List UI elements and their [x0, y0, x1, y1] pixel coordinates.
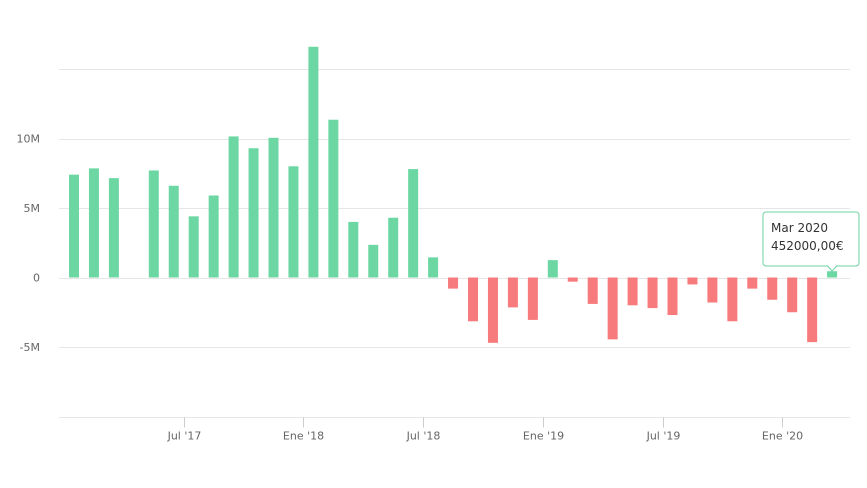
bar[interactable]	[547, 260, 558, 278]
bar[interactable]	[827, 271, 838, 278]
x-tick-label: Ene '18	[283, 430, 324, 443]
x-tick-label: Jul '18	[406, 430, 441, 443]
bar[interactable]	[268, 137, 279, 278]
bar[interactable]	[727, 277, 738, 322]
y-tick-label: 0	[33, 272, 40, 285]
bar[interactable]	[328, 119, 339, 278]
y-tick-label: 10M	[17, 133, 41, 146]
bar[interactable]	[687, 277, 698, 285]
bar[interactable]	[348, 221, 359, 278]
bar[interactable]	[767, 277, 778, 300]
bar[interactable]	[288, 166, 299, 278]
bar[interactable]	[647, 277, 658, 309]
bar[interactable]	[69, 174, 79, 278]
bar[interactable]	[428, 257, 439, 278]
x-tick-label: Jul '19	[646, 430, 681, 443]
bar[interactable]	[587, 277, 598, 304]
bar[interactable]	[368, 244, 379, 278]
y-tick-label: 5M	[24, 202, 41, 215]
bar[interactable]	[787, 277, 798, 313]
bar[interactable]	[527, 277, 538, 320]
y-axis-tick-labels: -5M 0 5M 10M	[17, 133, 41, 355]
bar[interactable]	[468, 277, 478, 322]
bar[interactable]	[667, 277, 678, 316]
bar[interactable]	[168, 185, 179, 278]
tooltip-box	[762, 211, 860, 267]
bar[interactable]	[707, 277, 718, 303]
tooltip: Mar 2020 452000,00€	[762, 211, 860, 272]
bar[interactable]	[188, 216, 199, 278]
bar[interactable]	[88, 168, 99, 278]
bar[interactable]	[208, 195, 219, 278]
tooltip-pointer	[826, 265, 838, 272]
bar[interactable]	[388, 217, 399, 278]
x-tick-label: Ene '20	[762, 430, 803, 443]
bar[interactable]	[807, 277, 818, 343]
bar[interactable]	[487, 277, 498, 343]
bar[interactable]	[408, 169, 419, 278]
bars	[69, 46, 838, 343]
bar[interactable]	[607, 277, 618, 340]
bar[interactable]	[507, 277, 518, 308]
bar[interactable]	[148, 170, 159, 278]
bar[interactable]	[228, 136, 239, 278]
bar[interactable]	[248, 148, 259, 278]
x-tick-label: Ene '19	[523, 430, 564, 443]
bar[interactable]	[567, 277, 578, 282]
bar[interactable]	[308, 46, 319, 278]
bar[interactable]	[108, 178, 119, 278]
bar[interactable]	[627, 277, 638, 306]
y-tick-label: -5M	[20, 341, 40, 354]
bar[interactable]	[448, 277, 459, 289]
x-tick-label: Jul '17	[167, 430, 202, 443]
x-axis-tick-labels: Jul '17 Ene '18 Jul '18 Ene '19 Jul '19 Ene '…	[167, 417, 803, 443]
bar[interactable]	[747, 277, 758, 289]
tooltip-title: Mar 2020	[771, 221, 828, 235]
tooltip-value: 452000,00€	[771, 239, 844, 253]
